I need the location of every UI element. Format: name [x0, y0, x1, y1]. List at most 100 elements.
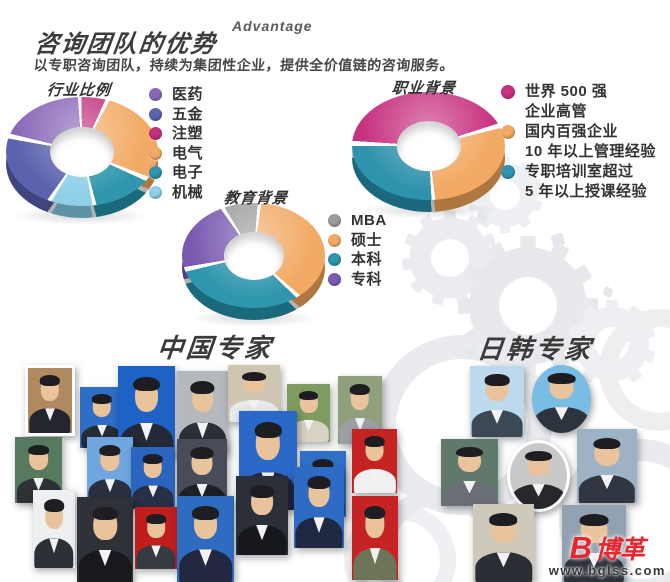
person-head — [92, 506, 118, 540]
person-torso — [136, 545, 176, 569]
legend-label: 本科 — [351, 251, 383, 268]
person-head — [307, 476, 331, 508]
expert-photo — [236, 476, 288, 555]
watermark-brand: B 博革 — [549, 532, 666, 563]
watermark: B 博革 www.bglss.com — [549, 532, 666, 578]
person-head — [456, 446, 483, 473]
person-torso — [178, 549, 233, 582]
person-hair — [484, 374, 510, 386]
person-head — [254, 422, 282, 461]
page-title-en: Advantage — [232, 18, 313, 34]
legend-dot-icon — [328, 253, 341, 266]
expert-photo — [131, 447, 175, 509]
legend-label: 医药 — [172, 86, 204, 103]
person-hair — [489, 512, 518, 526]
person-head — [192, 505, 219, 539]
legend-dot-icon — [149, 146, 162, 160]
person-torso — [132, 485, 174, 509]
expert-photo — [473, 504, 534, 582]
person-torso — [353, 548, 397, 580]
legend-item: 本科 — [328, 250, 387, 270]
person-hair — [364, 436, 385, 447]
chart-title-industry: 行业比例 — [46, 82, 112, 99]
person-hair — [349, 383, 371, 395]
page-title: 咨询团队的优势 — [33, 31, 219, 59]
person-head — [250, 485, 274, 516]
legend-label: 国内百强企业 10 年以上管理经验 — [525, 123, 656, 160]
expert-photo — [77, 497, 133, 582]
career-legend: 世界 500 强企业高管 国内百强企业 10 年以上管理经验 专职培训室超过 5 年以上… — [501, 82, 656, 202]
person-torso — [471, 410, 523, 437]
legend-item: 专职培训室超过 5 年以上授课经验 — [501, 162, 656, 202]
expert-photo — [177, 496, 234, 582]
person-head — [91, 394, 113, 418]
legend-label: 五金 — [172, 105, 204, 123]
legend-dot-icon — [501, 85, 515, 99]
page-subtitle: 以专职咨询团队，持续为集团性企业，提供全价值链的咨询服务。 — [33, 57, 455, 73]
japan-korea-experts-heading: 日韩专家 — [475, 334, 595, 364]
brand-logo-icon: B — [569, 530, 593, 565]
expert-photo — [294, 467, 344, 548]
person-torso — [29, 408, 71, 433]
person-hair — [44, 498, 64, 512]
person-head — [44, 498, 64, 529]
legend-item: 专科 — [328, 270, 387, 290]
person-head — [142, 454, 164, 478]
person-hair — [99, 444, 121, 456]
legend-item: 世界 500 强企业高管 — [501, 82, 656, 122]
person-hair — [92, 506, 118, 521]
person-hair — [298, 390, 319, 400]
person-head — [298, 390, 319, 413]
legend-item: 机械 — [149, 183, 203, 203]
person-head — [484, 374, 510, 402]
person-hair — [547, 372, 576, 384]
person-hair — [190, 447, 214, 459]
legend-label: 专职培训室超过 5 年以上授课经验 — [525, 163, 648, 200]
person-hair — [91, 394, 113, 404]
legend-label: 电气 — [172, 144, 204, 162]
person-head — [364, 505, 386, 538]
person-torso — [78, 549, 132, 582]
expert-photo — [441, 439, 498, 506]
expert-photo — [118, 366, 175, 458]
person-head — [489, 512, 518, 543]
legend-dot-icon — [149, 166, 162, 179]
industry-donut-chart — [6, 97, 158, 225]
legend-dot-icon — [328, 233, 341, 247]
legend-dot-icon — [328, 272, 341, 286]
person-hair — [142, 454, 164, 465]
legend-dot-icon — [149, 107, 162, 121]
person-hair — [593, 437, 621, 450]
industry-legend: 医药 五金 注塑 电气 电子 机械 — [149, 85, 203, 202]
person-hair — [146, 514, 166, 525]
person-head — [349, 383, 371, 410]
legend-dot-icon — [501, 165, 515, 179]
person-hair — [525, 450, 552, 462]
legend-label: MBA — [351, 212, 387, 229]
person-torso — [237, 524, 287, 555]
legend-item: 医药 — [149, 85, 203, 105]
expert-photo — [352, 496, 398, 580]
donut-ring — [6, 97, 158, 206]
person-head — [190, 447, 214, 475]
person-hair — [39, 375, 61, 386]
legend-item: MBA — [328, 211, 387, 231]
legend-label: 世界 500 强企业高管 — [525, 83, 608, 120]
person-head — [99, 444, 121, 471]
legend-item: 电气 — [149, 144, 203, 164]
legend-item: 五金 — [149, 105, 203, 125]
legend-dot-icon — [149, 127, 162, 140]
expert-photo — [135, 507, 177, 569]
expert-photo — [87, 437, 133, 505]
education-donut-chart — [182, 203, 325, 327]
person-torso — [353, 468, 396, 493]
expert-photo — [352, 429, 397, 493]
person-head — [39, 375, 61, 401]
expert-photo — [470, 366, 524, 437]
person-head — [593, 437, 621, 466]
donut-ring — [182, 203, 325, 308]
expert-photo — [33, 490, 75, 568]
legend-item: 电子 — [149, 163, 203, 183]
legend-dot-icon — [149, 185, 162, 199]
